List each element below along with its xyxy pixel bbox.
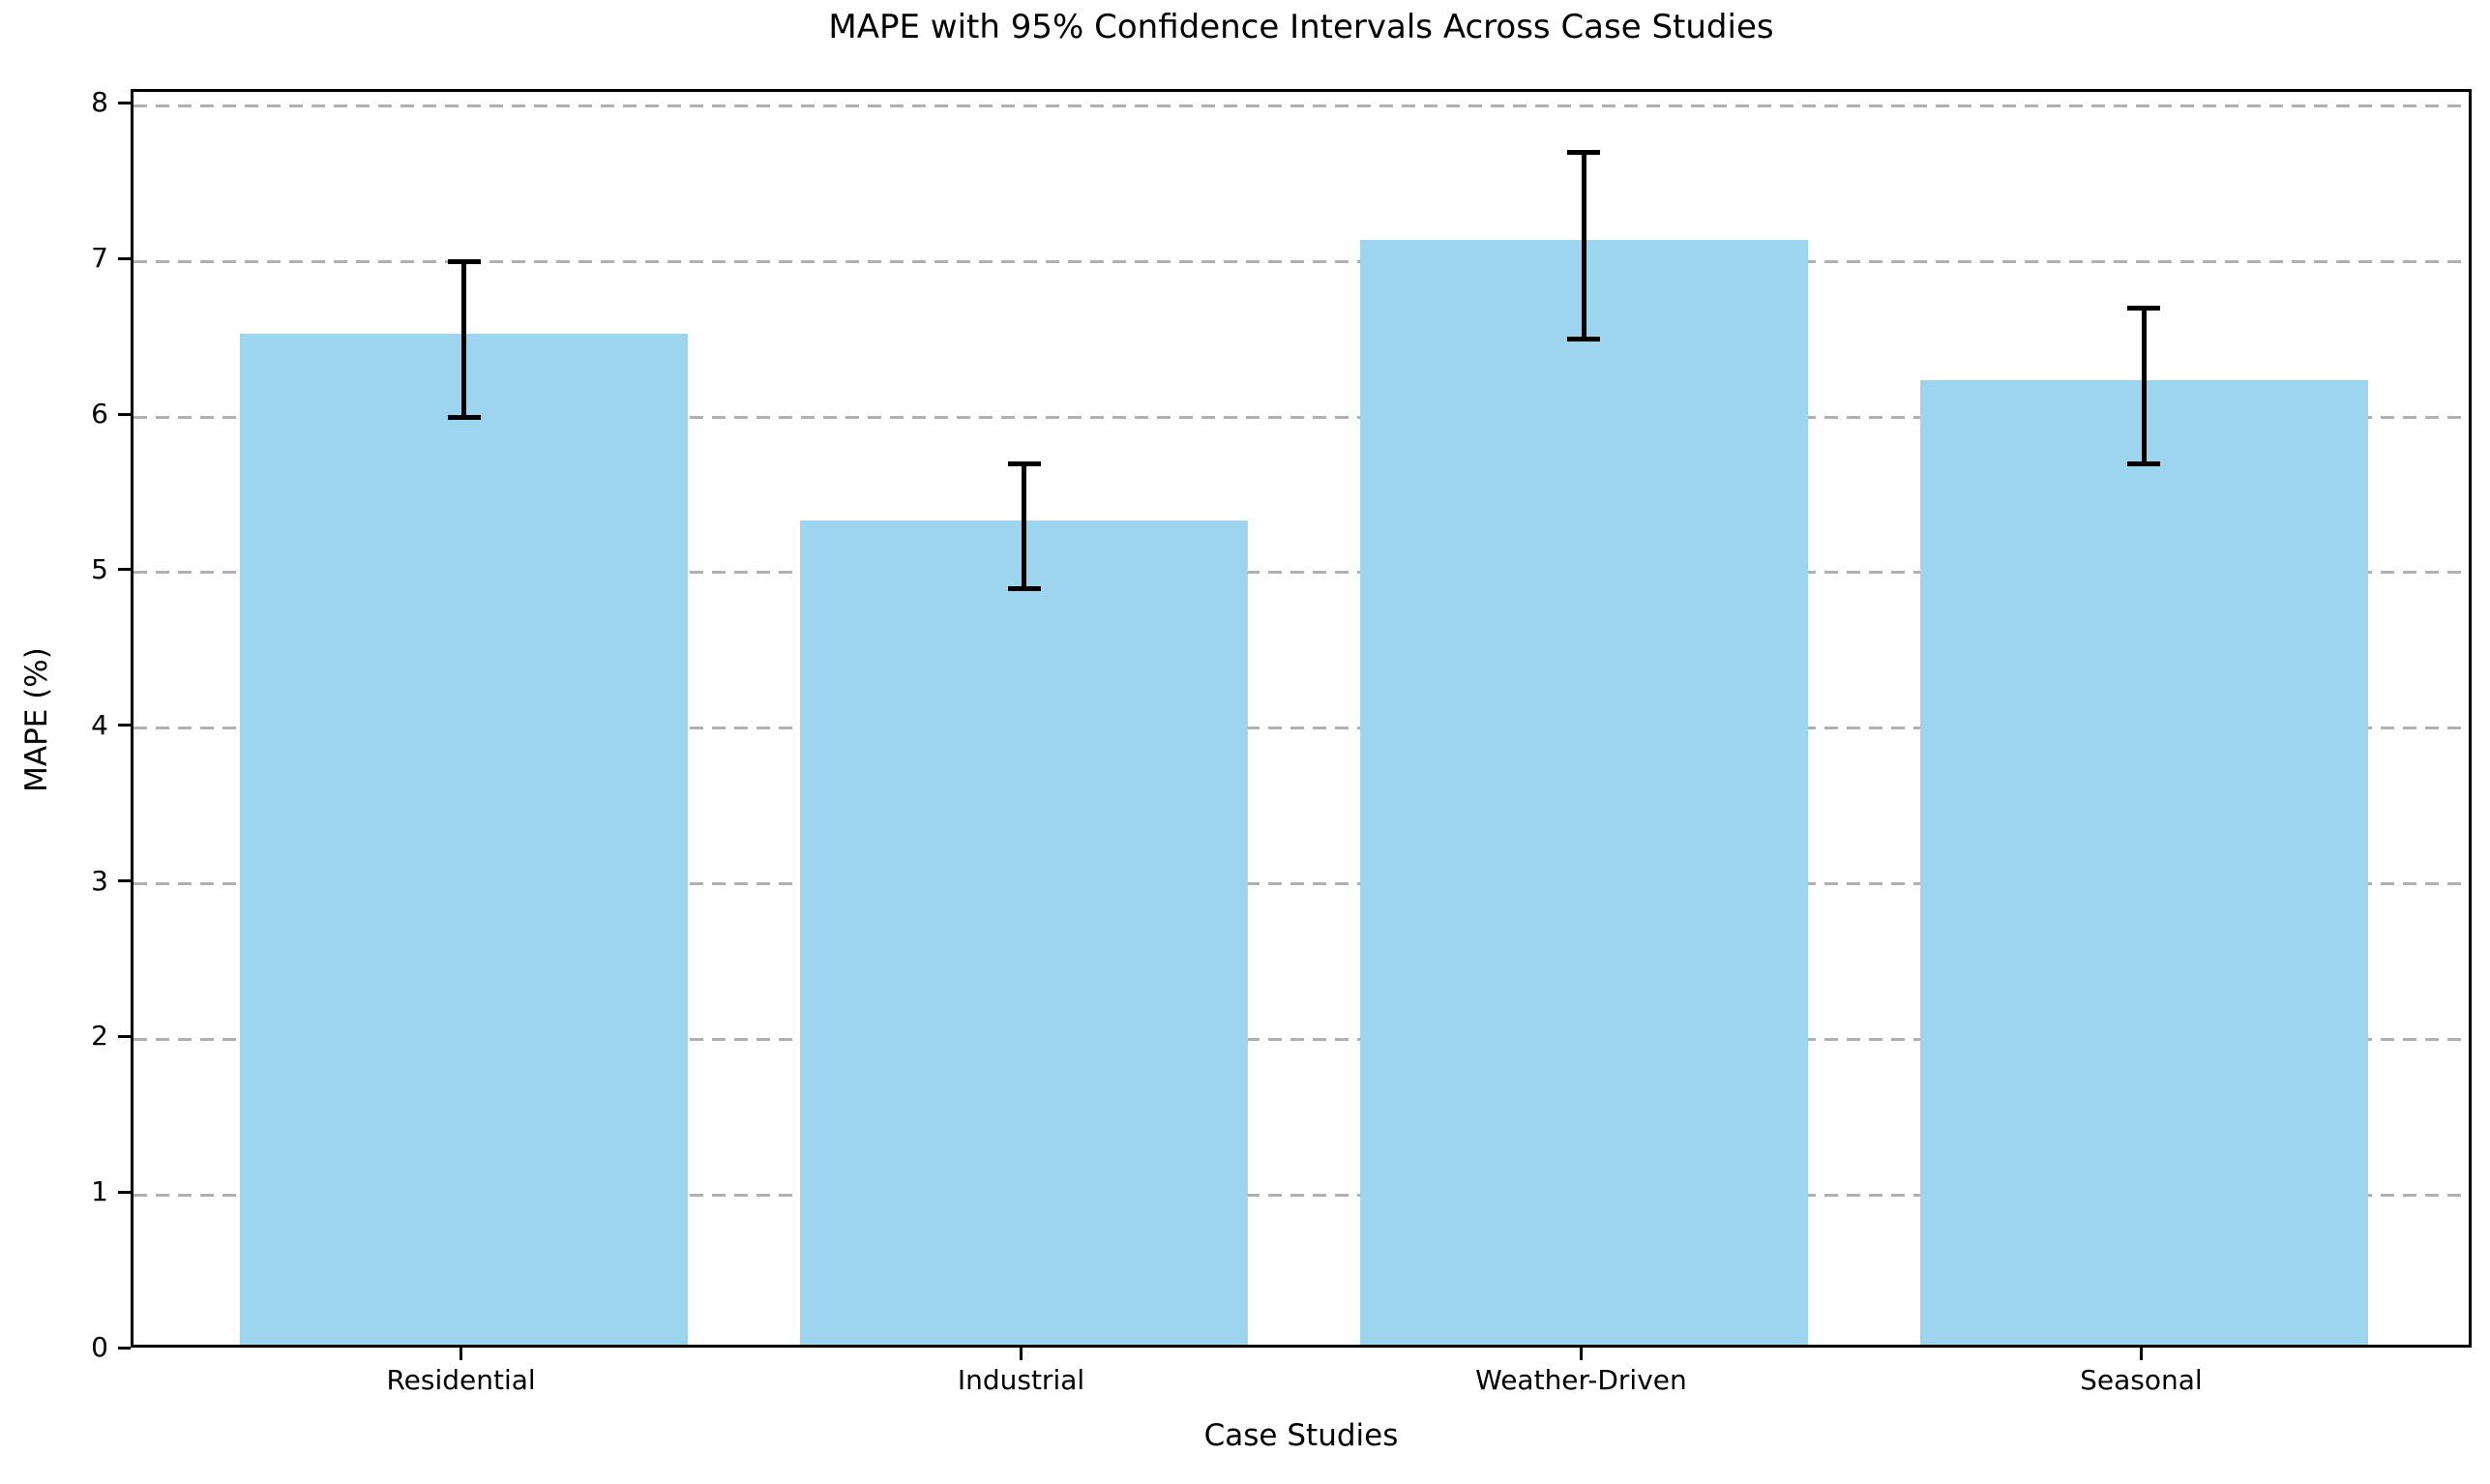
error-bar-cap-bottom-seasonal <box>2127 460 2161 466</box>
y-tick-label-2: 2 <box>91 1020 108 1053</box>
y-tick-mark-3 <box>118 879 131 883</box>
y-tick-label-0: 0 <box>91 1331 108 1363</box>
x-tick-label-seasonal: Seasonal <box>2080 1364 2203 1396</box>
y-tick-label-5: 5 <box>91 552 108 585</box>
y-tick-mark-6 <box>118 412 131 416</box>
gridline-y3 <box>133 882 2469 886</box>
gridline-y1 <box>133 1193 2469 1197</box>
error-bar-cap-bottom-weather-driven <box>1567 337 1601 342</box>
chart-title: MAPE with 95% Confidence Intervals Acros… <box>828 8 1774 46</box>
error-bar-line-weather-driven <box>1581 152 1586 340</box>
bar-weather-driven <box>1359 240 1809 1345</box>
error-bar-cap-top-weather-driven <box>1567 150 1601 156</box>
x-tick-mark-industrial <box>1020 1348 1023 1360</box>
gridline-y6 <box>133 415 2469 419</box>
x-tick-label-weather-driven: Weather-Driven <box>1475 1364 1687 1396</box>
y-tick-mark-2 <box>118 1034 131 1038</box>
bar-residential <box>240 333 689 1345</box>
x-tick-mark-seasonal <box>2139 1348 2143 1360</box>
y-tick-mark-5 <box>118 568 131 572</box>
x-tick-mark-weather-driven <box>1579 1348 1583 1360</box>
gridline-y2 <box>133 1037 2469 1041</box>
x-tick-label-residential: Residential <box>386 1364 536 1396</box>
y-tick-label-7: 7 <box>91 242 108 275</box>
bar-industrial <box>799 519 1249 1345</box>
error-bar-line-industrial <box>1022 463 1027 588</box>
plot-area <box>131 89 2472 1348</box>
error-bar-cap-bottom-industrial <box>1007 585 1041 591</box>
y-tick-label-6: 6 <box>91 398 108 430</box>
x-tick-mark-residential <box>459 1348 463 1360</box>
y-tick-label-3: 3 <box>91 864 108 897</box>
error-bar-line-residential <box>461 261 467 418</box>
bar-seasonal <box>1919 379 2368 1345</box>
y-tick-mark-1 <box>118 1190 131 1194</box>
error-bar-line-seasonal <box>2141 308 2147 464</box>
error-bar-cap-top-industrial <box>1007 460 1041 466</box>
y-tick-mark-0 <box>118 1346 131 1350</box>
gridline-y4 <box>133 727 2469 730</box>
x-tick-label-industrial: Industrial <box>957 1364 1085 1396</box>
y-tick-label-4: 4 <box>91 708 108 741</box>
gridline-y5 <box>133 571 2469 575</box>
gridline-y8 <box>133 104 2469 107</box>
error-bar-cap-top-seasonal <box>2127 306 2161 312</box>
error-bar-cap-bottom-residential <box>447 414 481 420</box>
x-axis-label: Case Studies <box>1203 1418 1399 1453</box>
gridline-y7 <box>133 259 2469 263</box>
y-tick-label-1: 1 <box>91 1175 108 1208</box>
y-tick-mark-7 <box>118 256 131 260</box>
y-tick-label-8: 8 <box>91 86 108 119</box>
y-tick-mark-8 <box>118 101 131 104</box>
y-tick-mark-4 <box>118 724 131 727</box>
error-bar-cap-top-residential <box>447 258 481 264</box>
